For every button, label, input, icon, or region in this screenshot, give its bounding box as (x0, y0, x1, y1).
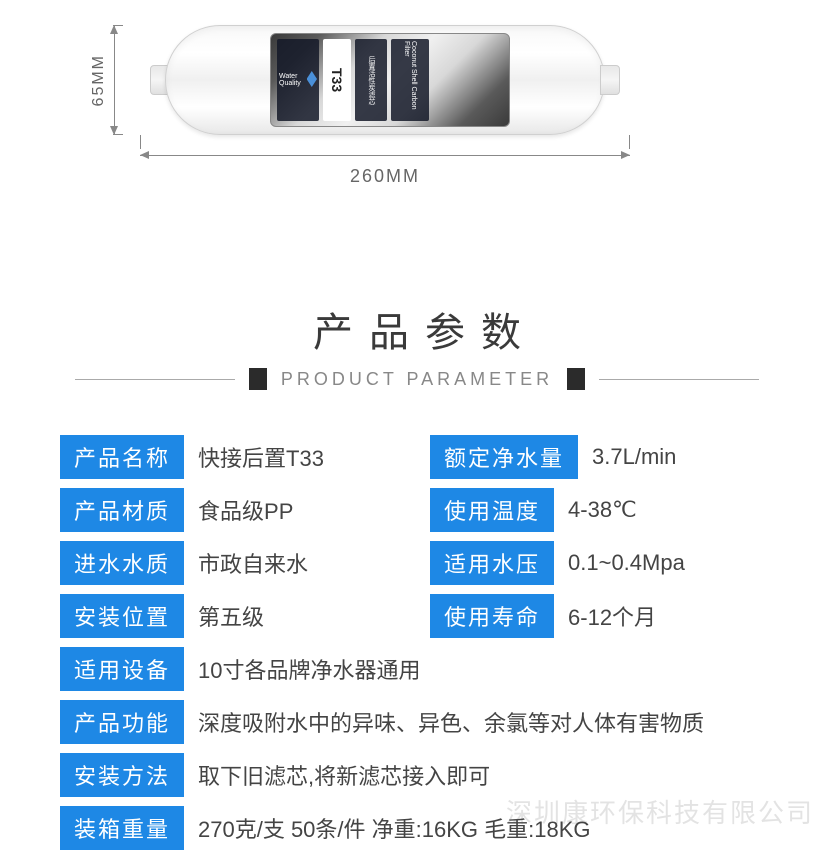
param-value: 深度吸附水中的异味、异色、余氯等对人体有害物质 (184, 700, 704, 744)
param-label: 产品材质 (60, 488, 184, 532)
param-label: 额定净水量 (430, 435, 578, 479)
height-label: 65MM (90, 54, 108, 106)
height-dimension: 65MM (90, 20, 115, 140)
param-label: 产品功能 (60, 700, 184, 744)
param-value: 食品级PP (184, 488, 293, 532)
param-pair: 额定净水量3.7L/min (430, 435, 774, 479)
param-pair: 适用设备10寸各品牌净水器通用 (60, 647, 774, 691)
param-value: 市政自来水 (184, 541, 308, 585)
param-label: 适用水压 (430, 541, 554, 585)
section-header: 产品参数 PRODUCT PARAMETER (0, 300, 834, 390)
param-row: 适用设备10寸各品牌净水器通用 (60, 647, 774, 691)
param-value: 4-38℃ (554, 491, 637, 529)
param-pair: 安装位置第五级 (60, 594, 410, 638)
param-row: 安装方法取下旧滤芯,将新滤芯接入即可 (60, 753, 774, 797)
param-row: 进水水质市政自来水适用水压0.1~0.4Mpa (60, 541, 774, 585)
en-description: Coconut Shell Carbon Filter (391, 39, 429, 121)
section-title-en: PRODUCT PARAMETER (281, 369, 553, 390)
section-title-cn: 产品参数 (0, 300, 834, 358)
param-label: 装箱重量 (60, 806, 184, 850)
brand-strip: Water Quality (277, 39, 319, 121)
param-label: 使用寿命 (430, 594, 554, 638)
param-pair: 使用温度4-38℃ (430, 488, 774, 532)
model-badge: T33 (323, 39, 351, 121)
param-pair: 使用寿命6-12个月 (430, 594, 774, 638)
brand-text: Water Quality (279, 73, 307, 87)
param-value: 10寸各品牌净水器通用 (184, 647, 420, 691)
cn-description: 后置活性炭滤芯 (355, 39, 387, 121)
watermark-text: 深圳康环保科技有限公司 (506, 793, 814, 830)
param-row: 产品名称快接后置T33 额定净水量3.7L/min (60, 435, 774, 479)
param-label: 进水水质 (60, 541, 184, 585)
param-value: 第五级 (184, 594, 264, 638)
param-pair: 产品功能深度吸附水中的异味、异色、余氯等对人体有害物质 (60, 700, 774, 744)
width-label: 260MM (140, 166, 630, 187)
param-label: 安装位置 (60, 594, 184, 638)
param-value: 6-12个月 (554, 594, 656, 638)
param-value: 快接后置T33 (184, 435, 324, 479)
width-dimension: 260MM (140, 155, 630, 187)
param-label: 使用温度 (430, 488, 554, 532)
parameters-table: 产品名称快接后置T33 额定净水量3.7L/min 产品材质食品级PP 使用温度4-3… (60, 435, 774, 850)
param-row: 安装位置第五级使用寿命6-12个月 (60, 594, 774, 638)
param-pair: 产品材质食品级PP (60, 488, 410, 532)
param-row: 产品功能深度吸附水中的异味、异色、余氯等对人体有害物质 (60, 700, 774, 744)
param-row: 产品材质食品级PP 使用温度4-38℃ (60, 488, 774, 532)
param-pair: 安装方法取下旧滤芯,将新滤芯接入即可 (60, 753, 774, 797)
param-label: 适用设备 (60, 647, 184, 691)
param-value: 0.1~0.4Mpa (554, 544, 685, 582)
param-label: 安装方法 (60, 753, 184, 797)
cartridge-label: Water Quality T33 后置活性炭滤芯 Coconut Shell … (270, 33, 510, 127)
dimension-diagram: 65MM Water Quality T33 后置活性炭滤芯 Coconut S… (0, 0, 834, 210)
param-value: 3.7L/min (578, 438, 676, 476)
param-pair: 适用水压0.1~0.4Mpa (430, 541, 774, 585)
param-pair: 进水水质市政自来水 (60, 541, 410, 585)
param-pair: 产品名称快接后置T33 (60, 435, 410, 479)
filter-cartridge-illustration: Water Quality T33 后置活性炭滤芯 Coconut Shell … (150, 25, 620, 135)
param-value: 取下旧滤芯,将新滤芯接入即可 (184, 753, 490, 797)
param-label: 产品名称 (60, 435, 184, 479)
